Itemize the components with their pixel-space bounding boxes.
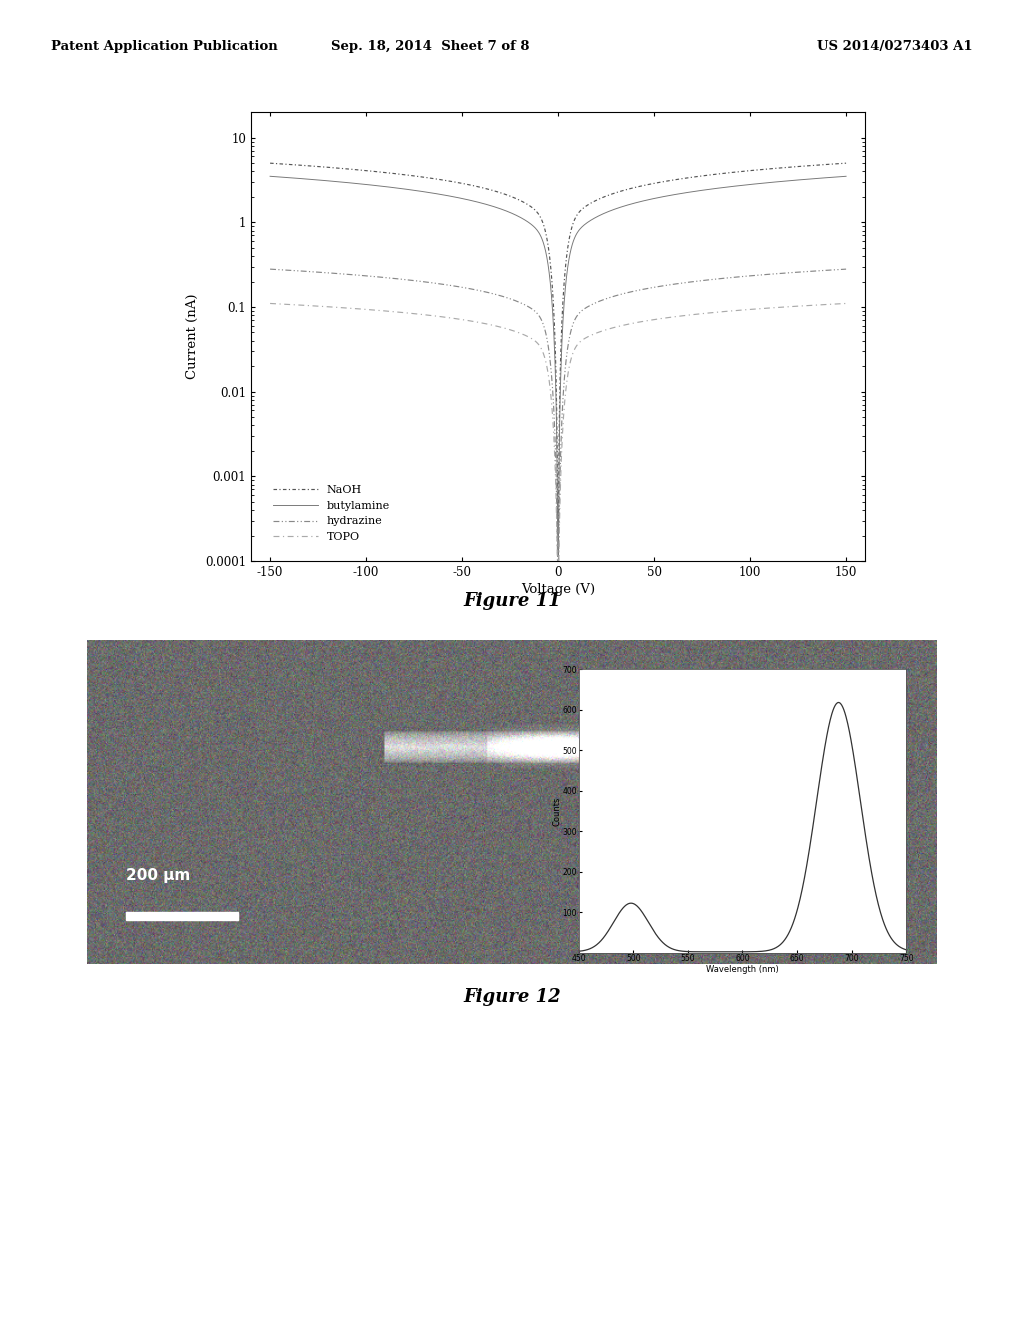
NaOH bbox=[840, 156, 852, 172]
TOPO bbox=[552, 561, 564, 577]
Text: 200 μm: 200 μm bbox=[126, 867, 190, 883]
Text: Patent Application Publication: Patent Application Publication bbox=[51, 40, 278, 53]
hydrazine bbox=[517, 297, 529, 313]
NaOH bbox=[497, 186, 509, 202]
butylamine bbox=[714, 180, 726, 195]
NaOH bbox=[552, 532, 564, 548]
hydrazine bbox=[724, 269, 736, 285]
Y-axis label: Counts: Counts bbox=[552, 796, 561, 826]
butylamine bbox=[840, 169, 852, 185]
TOPO bbox=[497, 319, 509, 335]
butylamine bbox=[517, 211, 529, 227]
hydrazine bbox=[714, 271, 726, 286]
hydrazine bbox=[840, 261, 852, 277]
TOPO bbox=[660, 310, 673, 326]
Text: Figure 12: Figure 12 bbox=[463, 987, 561, 1006]
Line: butylamine: butylamine bbox=[270, 177, 846, 557]
butylamine bbox=[724, 178, 736, 194]
butylamine bbox=[264, 169, 276, 185]
Legend: NaOH, butylamine, hydrazine, TOPO: NaOH, butylamine, hydrazine, TOPO bbox=[268, 480, 394, 546]
TOPO bbox=[724, 304, 736, 319]
NaOH bbox=[714, 166, 726, 182]
NaOH bbox=[323, 160, 335, 176]
hydrazine bbox=[264, 261, 276, 277]
Line: NaOH: NaOH bbox=[270, 164, 846, 540]
hydrazine bbox=[497, 289, 509, 305]
Text: Figure 11: Figure 11 bbox=[463, 591, 561, 610]
butylamine bbox=[497, 202, 509, 218]
TOPO bbox=[264, 296, 276, 312]
Line: TOPO: TOPO bbox=[270, 304, 846, 569]
Y-axis label: Current (nA): Current (nA) bbox=[186, 294, 200, 379]
TOPO bbox=[323, 298, 335, 314]
NaOH bbox=[517, 194, 529, 210]
NaOH bbox=[264, 156, 276, 172]
TOPO bbox=[840, 296, 852, 312]
TOPO bbox=[714, 304, 726, 319]
NaOH bbox=[724, 165, 736, 181]
butylamine bbox=[552, 549, 564, 565]
hydrazine bbox=[660, 277, 673, 293]
hydrazine bbox=[323, 265, 335, 281]
TOPO bbox=[517, 327, 529, 343]
butylamine bbox=[660, 189, 673, 205]
Text: US 2014/0273403 A1: US 2014/0273403 A1 bbox=[817, 40, 973, 53]
Bar bbox=[126, 912, 238, 920]
X-axis label: Voltage (V): Voltage (V) bbox=[521, 583, 595, 597]
butylamine bbox=[323, 173, 335, 189]
NaOH bbox=[660, 173, 673, 189]
Line: hydrazine: hydrazine bbox=[270, 269, 846, 569]
Text: Sep. 18, 2014  Sheet 7 of 8: Sep. 18, 2014 Sheet 7 of 8 bbox=[331, 40, 529, 53]
hydrazine bbox=[552, 561, 564, 577]
X-axis label: Wavelength (nm): Wavelength (nm) bbox=[706, 965, 779, 974]
